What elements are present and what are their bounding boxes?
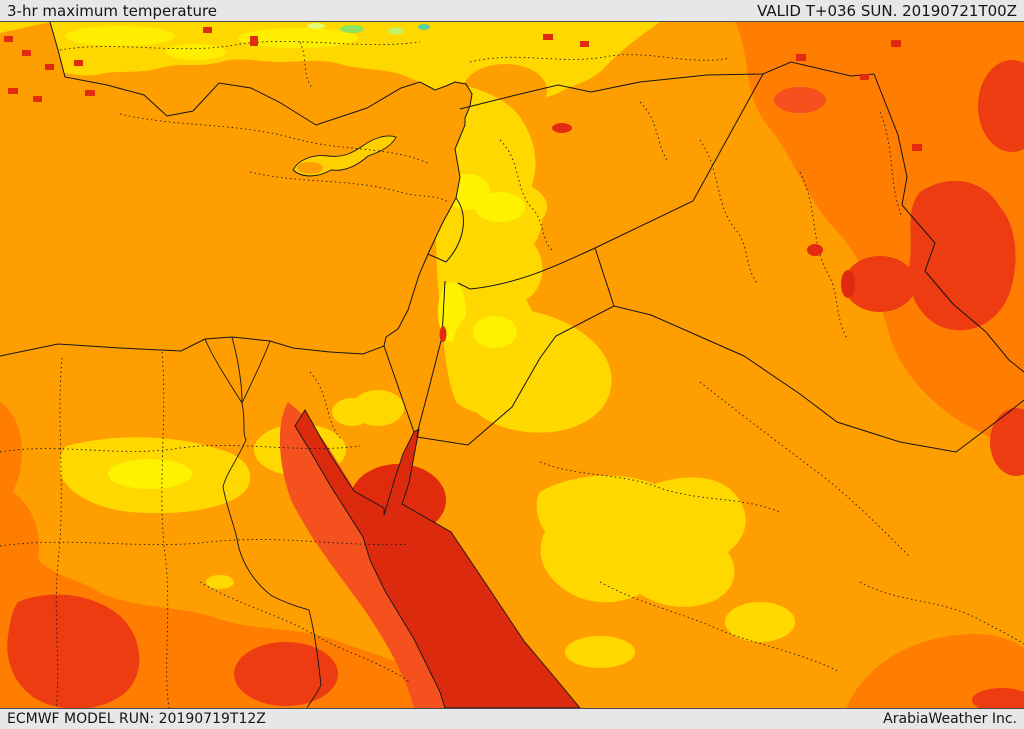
contour-bright-yellow-turkey-3 — [166, 44, 226, 60]
admin-line-turkey-2 — [469, 54, 731, 63]
contour-bright-yellow-turkey-2 — [238, 28, 358, 48]
border-israel-lebanon — [427, 253, 447, 263]
aegean-island-marker-2 — [22, 50, 31, 56]
admin-line-turkey-1 — [59, 41, 421, 51]
contour-red-east-2 — [844, 256, 916, 312]
aegean-island-marker-5 — [33, 96, 42, 102]
contour-yellow-north-saudi — [536, 475, 746, 607]
turkey-lake-marker-2 — [250, 36, 258, 46]
contour-deep-orange-left-band — [0, 402, 22, 506]
contour-green-speck-1 — [307, 23, 325, 29]
nile-delta-west-branch — [204, 338, 243, 404]
admin-line-med-2 — [249, 171, 449, 203]
rhodes-island-marker — [85, 90, 95, 96]
temperature-map-svg — [0, 22, 1024, 708]
admin-line-egypt-h2 — [0, 539, 411, 547]
border-syria-jordan — [457, 247, 596, 290]
temperature-field — [0, 22, 1024, 708]
island-lake-markers — [4, 27, 922, 342]
contour-red-southwest-2 — [234, 642, 338, 706]
turkey-lake-marker-3 — [543, 34, 553, 40]
contour-red-east-1 — [908, 180, 1016, 331]
admin-line-egypt-h1 — [0, 445, 361, 453]
border-iraq-iran — [873, 73, 1024, 373]
border-turkey-south — [459, 61, 875, 110]
border-syria-iraq — [594, 73, 764, 249]
contour-yellow-egypt-small — [206, 575, 234, 589]
contour-bright-yellow-turkey-1 — [65, 26, 175, 46]
border-lebanon-syria — [445, 197, 464, 263]
contour-bright-yellow-egypt-west — [108, 459, 192, 489]
aegean-island-marker-3 — [45, 64, 54, 70]
admin-borders-dotted — [0, 41, 1024, 708]
country-borders — [0, 22, 1024, 708]
model-run-label: ECMWF MODEL RUN: 20190719T12Z — [7, 711, 266, 727]
admin-line-iraq-3 — [879, 111, 903, 218]
lake-razzaza — [841, 270, 855, 298]
product-title: 3-hr maximum temperature — [7, 1, 218, 20]
contour-green-speck-4 — [418, 24, 430, 30]
admin-line-saudi-right — [859, 581, 1024, 645]
lake-urmia-marker — [891, 40, 901, 47]
footer-bar: ECMWF MODEL RUN: 20190719T12Z ArabiaWeat… — [0, 708, 1024, 729]
aegean-island-marker-4 — [8, 88, 18, 94]
turkey-lake-marker-6 — [860, 74, 869, 80]
contour-yellow-sinai — [352, 390, 404, 426]
credit-label: ArabiaWeather Inc. — [883, 711, 1017, 727]
aegean-island-marker-6 — [74, 60, 83, 66]
contour-yellow-saudi-east — [725, 602, 795, 642]
contour-red-northeast-corner — [978, 60, 1024, 152]
contour-green-speck-3 — [388, 27, 404, 35]
contour-red-east-edge — [990, 408, 1024, 476]
contour-green-speck-2 — [340, 25, 364, 33]
border-saudi-iraq — [613, 305, 1024, 453]
contour-yellow-saudi-south — [565, 636, 635, 668]
coastline-mediterranean — [0, 22, 473, 357]
map-area — [0, 22, 1024, 708]
nile-river — [222, 336, 322, 708]
border-jordan-valley — [416, 280, 446, 438]
admin-line-saudi-mid — [539, 461, 781, 513]
contour-deep-orange-east — [735, 22, 1024, 450]
contour-orange-red-north-iraq — [774, 87, 826, 113]
admin-line-saudi-low — [599, 581, 841, 673]
valid-time-label: VALID T+036 SUN. 20190721T00Z — [757, 1, 1017, 20]
lake-assad — [552, 123, 572, 133]
lake-habbaniyah — [807, 244, 823, 256]
header-bar: 3-hr maximum temperature VALID T+036 SUN… — [0, 0, 1024, 22]
admin-line-egypt-v1 — [55, 357, 63, 708]
dead-sea — [439, 326, 447, 342]
contour-bright-yellow-jordan — [473, 316, 517, 348]
zagros-lake-marker — [912, 144, 922, 151]
contour-red-southeast-corner — [972, 688, 1024, 708]
turkey-lake-marker-4 — [580, 41, 589, 47]
turkey-lake-marker-5 — [796, 54, 806, 61]
admin-line-turkey-3 — [299, 41, 313, 89]
turkey-lake-marker-1 — [203, 27, 212, 33]
cyprus-west-orange — [297, 162, 323, 174]
border-egypt-israel — [383, 345, 415, 433]
contour-red-southwest-1 — [7, 594, 140, 708]
contour-deep-orange-southeast — [846, 634, 1024, 708]
mediterranean-sea — [0, 22, 472, 356]
aegean-island-marker-1 — [4, 36, 13, 42]
nile-delta-east-branch — [241, 340, 271, 404]
